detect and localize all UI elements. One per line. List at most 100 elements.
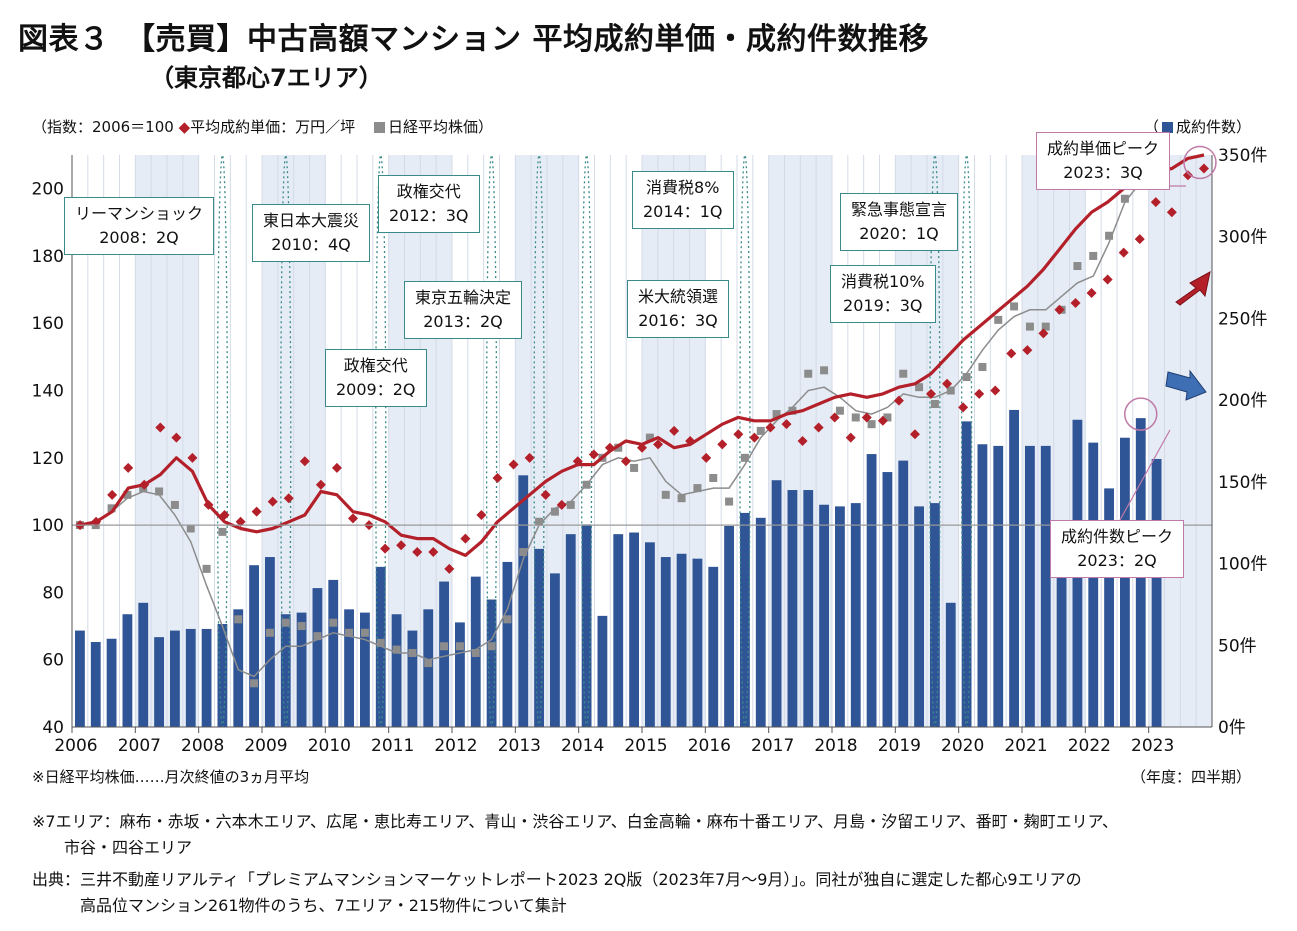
price-point: [637, 442, 647, 453]
count-bar: [185, 628, 196, 727]
count-bar: [914, 506, 924, 727]
nikkei-point: [550, 507, 559, 516]
price-point: [251, 506, 262, 517]
nikkei-point: [725, 497, 734, 506]
x-tick-label: 2014: [561, 736, 604, 756]
y-left-tick-label: 40: [42, 718, 64, 738]
annotation-price-peak-date: 2023：3Q: [1063, 163, 1143, 182]
annotation-lehman-date: 2008：2Q: [99, 228, 179, 247]
price-point: [1198, 163, 1209, 174]
y-left-tick-label: 140: [32, 382, 64, 402]
nikkei-point: [329, 618, 338, 627]
count-bar: [1088, 442, 1099, 727]
annotation-emergency: 緊急事態宣言 2020：1Q: [840, 193, 959, 251]
price-point: [556, 499, 567, 510]
y-left-tick-label: 100: [32, 516, 64, 536]
price-point: [620, 456, 631, 467]
count-bar: [930, 503, 940, 727]
y-left-tick-label: 80: [42, 583, 64, 603]
x-tick-label: 2012: [434, 736, 477, 756]
price-point: [524, 452, 535, 463]
nikkei-point: [234, 615, 243, 624]
y-right-tick-label: 350件: [1218, 146, 1267, 166]
y-right-tick-label: 150件: [1218, 473, 1267, 493]
nikkei-point: [962, 373, 971, 382]
nikkei-point: [1089, 251, 1098, 260]
count-bar: [755, 517, 766, 727]
price-point: [942, 378, 953, 389]
price-point: [588, 449, 599, 460]
x-tick-label: 2009: [244, 736, 287, 756]
legend-count-label: 成約件数）: [1175, 118, 1251, 136]
count-bar: [296, 612, 307, 727]
price-point: [653, 439, 664, 450]
nikkei-line: [79, 161, 1158, 678]
nikkei-point: [440, 642, 449, 651]
nikkei-point: [693, 484, 702, 493]
count-bar: [439, 581, 449, 727]
page-subtitle: （東京都心7エリア）: [150, 64, 383, 92]
price-point: [396, 540, 407, 551]
price-point: [187, 452, 198, 463]
count-bar: [835, 506, 845, 727]
x-tick-label: 2022: [1068, 736, 1111, 756]
areas-note-line1: ※7エリア：麻布・赤坂・六本木エリア、広尾・恵比寿エリア、青山・渋谷エリア、白金…: [32, 812, 1118, 831]
count-bar: [391, 614, 402, 727]
nikkei-point: [709, 474, 718, 483]
count-bar: [993, 445, 1004, 727]
price-point: [1086, 287, 1097, 298]
count-peak-pointer: [1119, 429, 1171, 521]
annotation-count-peak-title: 成約件数ピーク: [1061, 527, 1174, 546]
nikkei-point: [313, 632, 322, 641]
price-point: [958, 402, 969, 413]
annotation-price-peak-title: 成約単価ピーク: [1047, 139, 1160, 158]
annotation-olympics-title: 東京五輪決定: [415, 288, 512, 307]
y-left-tick-label: 180: [32, 247, 64, 267]
count-bar: [344, 609, 354, 727]
annotation-gov2012-title: 政権交代: [396, 182, 461, 201]
annotation-tax8: 消費税8% 2014：1Q: [632, 171, 734, 229]
areas-note-line2: 市谷・四谷エリア: [64, 838, 193, 857]
x-tick-label: 2021: [1004, 736, 1047, 756]
count-bar: [312, 588, 323, 727]
count-bar: [407, 630, 418, 727]
price-point: [1134, 234, 1145, 245]
annotation-gov2012-date: 2012：3Q: [389, 206, 469, 225]
down-arrow-icon: [1165, 369, 1207, 401]
source-note-line2: 高品位マンション261物件のうち、7エリア・215物件について集計: [80, 896, 567, 915]
nikkei-point: [265, 628, 274, 637]
nikkei-point: [503, 615, 512, 624]
annotation-gov2012: 政権交代 2012：3Q: [378, 175, 480, 233]
count-bar: [803, 490, 814, 727]
count-bar: [597, 615, 608, 727]
nikkei-point: [1073, 262, 1082, 271]
nikkei-point: [455, 642, 464, 651]
count-bar: [771, 480, 782, 727]
count-bar: [850, 503, 861, 727]
count-bar: [1120, 437, 1130, 727]
annotation-lehman-title: リーマンショック: [75, 204, 204, 223]
price-point: [572, 456, 583, 467]
price-point: [540, 489, 551, 500]
price-point: [1054, 304, 1065, 315]
price-point: [203, 499, 214, 510]
price-peak-circle: [1183, 145, 1217, 180]
count-bar: [423, 609, 434, 727]
y-right-tick-label: 300件: [1218, 228, 1267, 248]
price-point: [171, 432, 182, 443]
y-left-tick-label: 200: [32, 180, 64, 200]
count-bar: [724, 525, 734, 727]
nikkei-point: [186, 524, 195, 533]
count-bar: [518, 475, 529, 727]
price-point: [797, 436, 808, 446]
annotation-quake-date: 2010：4Q: [271, 235, 351, 254]
price-point: [813, 422, 824, 433]
nikkei-point: [392, 645, 401, 654]
nikkei-point: [1105, 231, 1114, 240]
price-point: [444, 563, 455, 574]
nikkei-point: [915, 383, 924, 392]
x-tick-label: 2008: [181, 736, 224, 756]
price-point: [990, 385, 1001, 396]
nikkei-point: [424, 659, 433, 668]
price-point: [701, 452, 712, 463]
